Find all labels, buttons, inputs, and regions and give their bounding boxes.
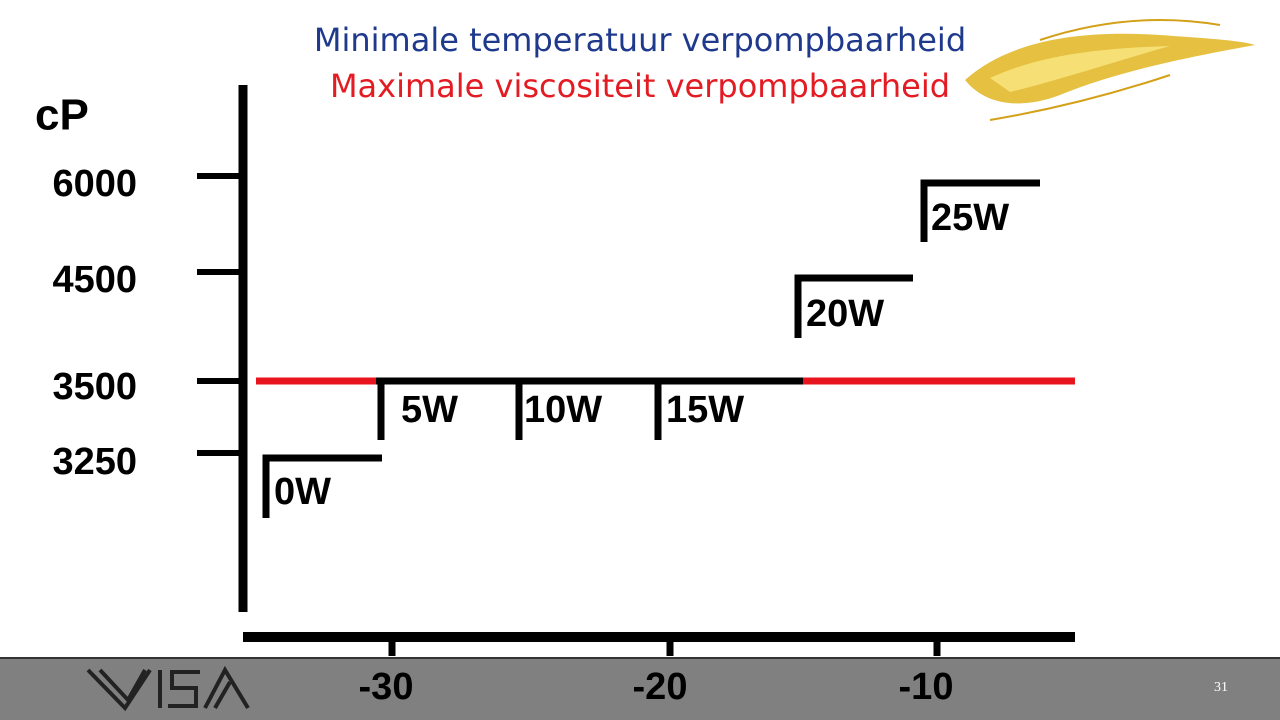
page-number: 31: [1214, 680, 1228, 695]
oil-splash: [965, 19, 1255, 121]
grade-label: 0W: [274, 471, 331, 513]
grade-label: 10W: [524, 389, 602, 431]
y-tick-label: 4500: [52, 259, 137, 301]
y-tick-label: 3500: [52, 366, 137, 408]
grade-label: 15W: [666, 389, 744, 431]
bracket: [920, 179, 1040, 242]
bracket: [794, 274, 913, 338]
y-tick-label: 3250: [52, 441, 137, 483]
logo: [86, 665, 250, 712]
grade-brackets: [262, 179, 1040, 518]
x-ticks: [388, 637, 941, 656]
y-tick-label: 6000: [52, 163, 137, 205]
x-tick-label: -10: [899, 666, 954, 708]
y-axis-unit: cP: [35, 91, 89, 140]
title-line-2: Maximale viscositeit verpompbaarheid: [330, 67, 950, 105]
grade-label: 5W: [401, 389, 458, 431]
y-ticks: [197, 173, 243, 456]
bracket: [262, 454, 382, 518]
x-tick-label: -30: [359, 666, 414, 708]
grade-label: 25W: [931, 197, 1009, 239]
title-line-1: Minimale temperatuur verpompbaarheid: [314, 21, 966, 59]
x-tick-label: -20: [633, 666, 688, 708]
grade-label: 20W: [806, 293, 884, 335]
